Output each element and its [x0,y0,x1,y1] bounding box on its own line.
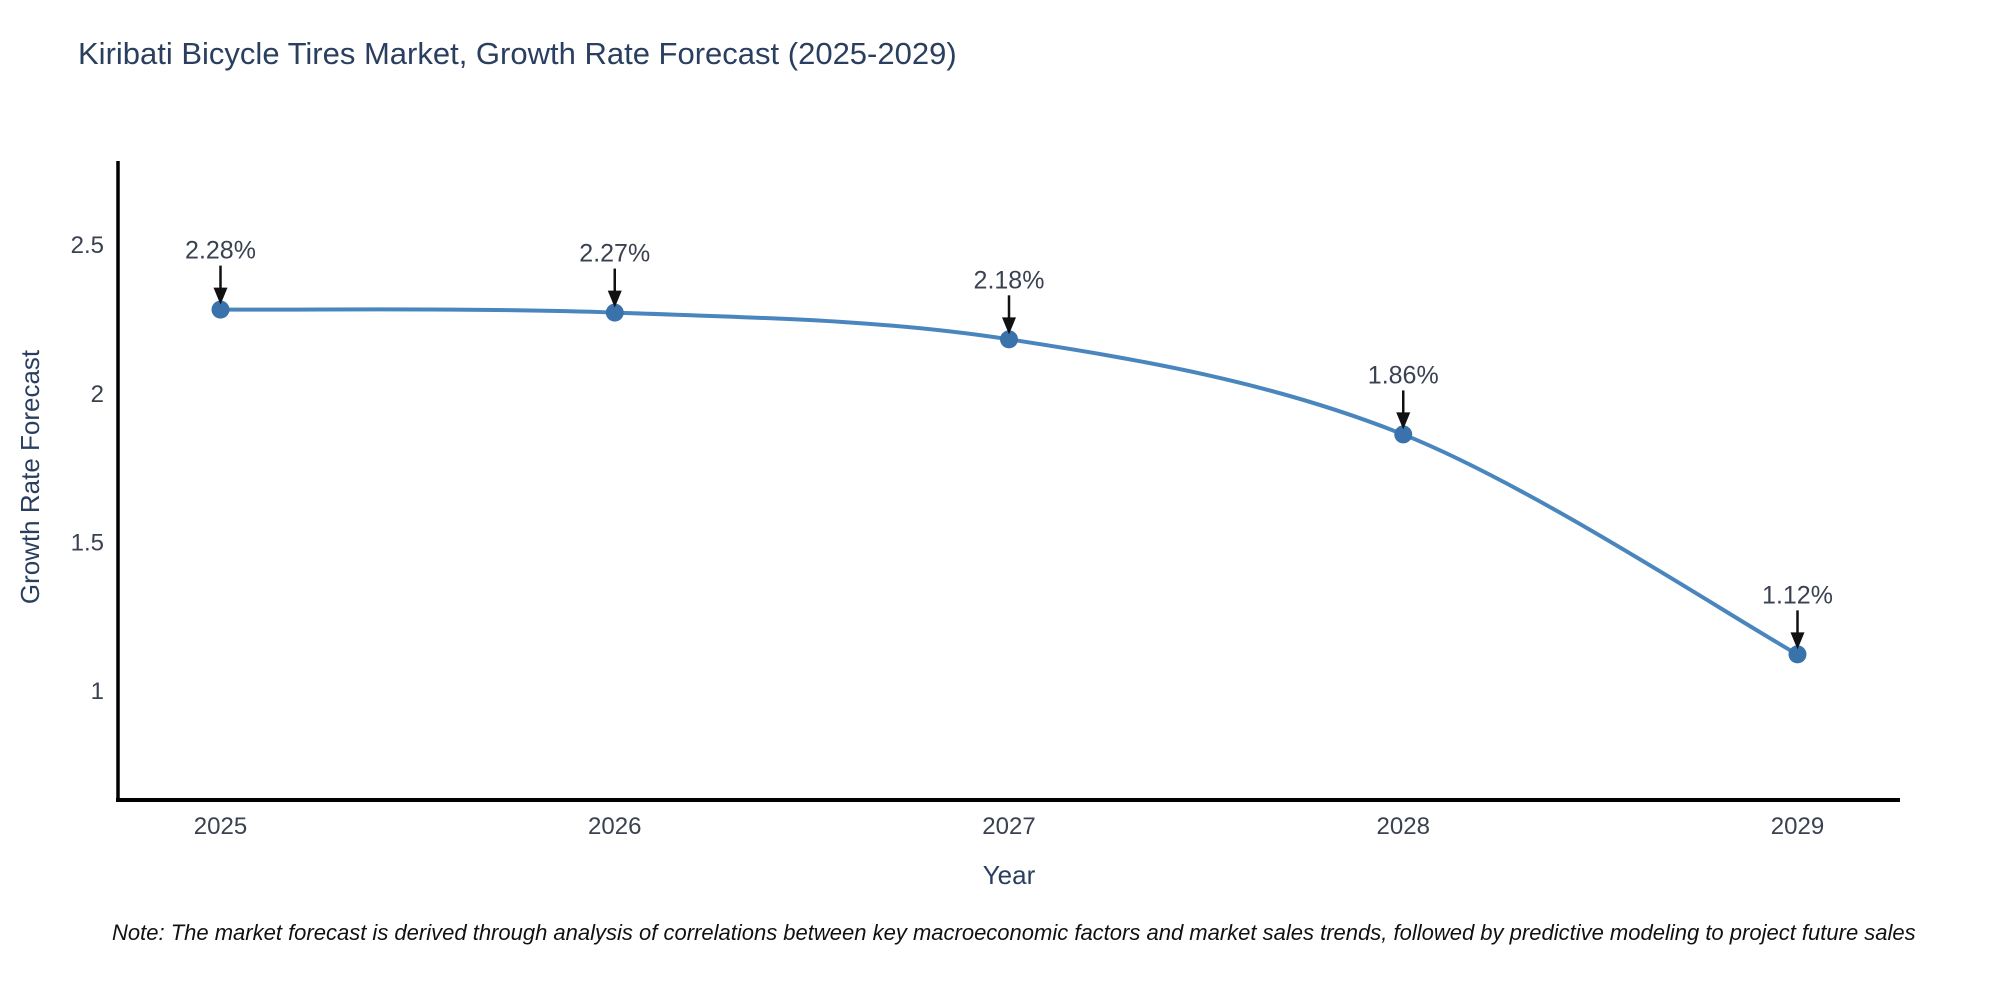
y-tick-label: 2 [91,381,104,408]
x-tick-label: 2025 [194,813,247,840]
annotation-arrow-head [1002,317,1016,335]
x-tick-label: 2029 [1771,813,1824,840]
trend-line [218,307,1800,657]
data-point-marker [605,303,624,322]
annotation-label: 1.12% [1762,581,1833,609]
annotation-label: 2.18% [974,266,1045,294]
x-axis-title: Year [982,860,1036,890]
annotation-arrow-head [1790,632,1805,650]
y-tick-label: 1 [91,678,104,705]
data-point-marker [1788,645,1807,664]
y-tick-label: 2.5 [71,232,104,259]
annotation-label: 2.27% [579,240,650,268]
annotation-label: 2.28% [185,237,256,265]
x-tick-label: 2026 [588,813,641,840]
data-point-marker [211,300,230,319]
annotation-arrow-head [1396,412,1411,430]
annotation-arrow-head [607,290,622,308]
annotation-arrow-head [213,287,228,305]
x-tick-label: 2028 [1377,813,1430,840]
annotation-label: 1.86% [1368,361,1439,389]
y-tick-label: 1.5 [71,529,104,556]
x-tick-label: 2027 [982,813,1035,840]
data-point-marker [1000,330,1018,349]
footnote: Note: The market forecast is derived thr… [112,920,1916,945]
chart-title: Kiribati Bicycle Tires Market, Growth Ra… [78,36,957,71]
data-point-marker [1394,425,1413,444]
